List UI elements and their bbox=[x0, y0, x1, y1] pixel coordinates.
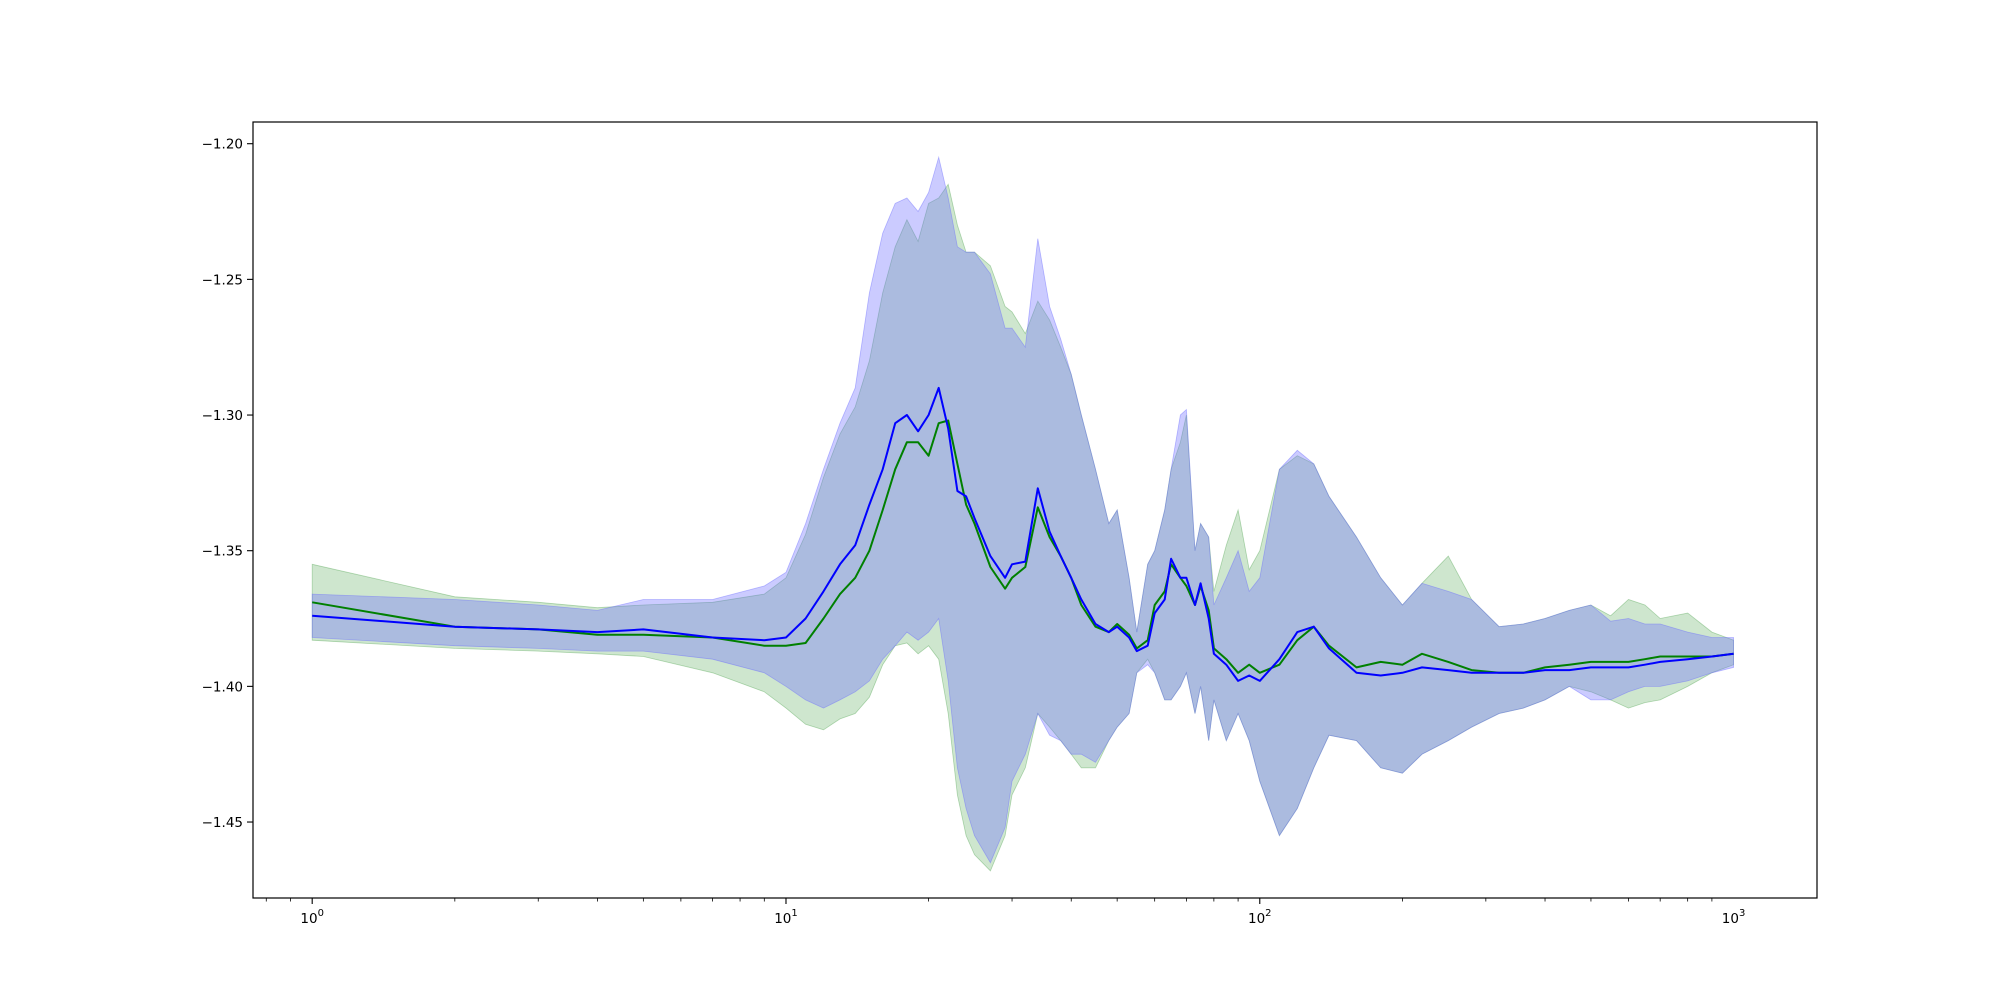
mean-lines bbox=[312, 386, 1734, 682]
y-tick-label: −1.20 bbox=[202, 137, 243, 153]
x-tick-label: 103 bbox=[1722, 908, 1746, 927]
y-tick-label: −1.40 bbox=[202, 679, 243, 695]
x-tick-label: 100 bbox=[300, 908, 324, 927]
series-2-line bbox=[312, 386, 1734, 682]
x-tick-label: 102 bbox=[1248, 908, 1272, 927]
x-tick-label: 101 bbox=[774, 908, 798, 927]
y-tick-label: −1.25 bbox=[202, 272, 243, 288]
series-2-band bbox=[311, 155, 1734, 864]
plot-frame bbox=[252, 121, 1818, 899]
y-tick-label: −1.30 bbox=[202, 408, 243, 424]
x-axis: 100 101 102 103 bbox=[265, 898, 1746, 927]
y-tick-label: −1.35 bbox=[202, 544, 243, 560]
y-tick-label: −1.45 bbox=[202, 815, 243, 831]
y-axis: −1.45 −1.40 −1.35 −1.30 −1.25 −1.20 bbox=[202, 137, 253, 831]
confidence-bands bbox=[311, 155, 1734, 872]
series-1-line bbox=[312, 419, 1734, 674]
series-1-band bbox=[311, 183, 1734, 872]
